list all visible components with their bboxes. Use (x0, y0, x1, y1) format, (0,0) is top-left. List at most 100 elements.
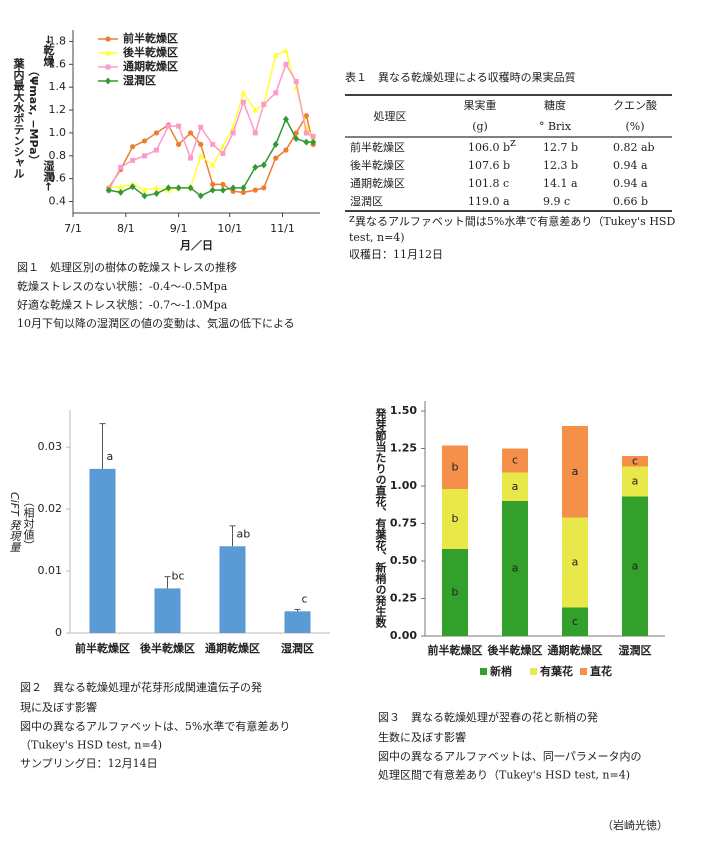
y-axis-label: （Ψmax, −MPa） (27, 65, 41, 166)
bar (219, 546, 246, 633)
y-tick-label: 0.75 (390, 517, 417, 530)
point (198, 124, 204, 130)
y-tick-label: 0.03 (38, 440, 63, 453)
point (272, 140, 279, 148)
bar-segment (562, 426, 588, 518)
point (303, 138, 310, 146)
annotation: b (452, 460, 459, 473)
table-header: 果実重 (464, 98, 497, 112)
y-tick-label: 0.02 (38, 502, 63, 515)
point (105, 64, 111, 70)
table-header: 処理区 (374, 110, 407, 123)
point (310, 133, 316, 139)
bar-segment (622, 466, 648, 497)
point (153, 147, 159, 153)
point (142, 153, 148, 159)
annotation: b (452, 512, 459, 525)
point (187, 130, 194, 136)
point (153, 130, 160, 136)
y-tick-label: 0.25 (390, 592, 417, 605)
point (153, 190, 160, 198)
table-cell: 通期乾燥区 (350, 177, 405, 190)
point (293, 135, 300, 143)
table-cell: 0.82 ab (613, 141, 655, 154)
point (230, 130, 236, 136)
y-axis-label: →乾燥 (42, 35, 55, 67)
table-cell: 後半乾燥区 (350, 158, 405, 172)
caption-note: サンプリング日：12月14日 (20, 756, 158, 770)
point (310, 138, 317, 146)
caption-note: （Tukey's HSD test, n=4) (20, 739, 162, 752)
annotation: a (572, 465, 579, 478)
point (188, 155, 194, 161)
table-cell: 12.3 b (543, 159, 578, 172)
annotation: ab (237, 527, 251, 540)
table-unit: (g) (472, 120, 488, 133)
point (303, 113, 309, 119)
bar-segment (562, 517, 588, 608)
table-cell: 0.94 a (613, 159, 648, 172)
table-note: 異なるアルファベット間は5%水準で有意差あり（Tukey's HSD (355, 214, 675, 228)
point (176, 141, 182, 147)
point (293, 78, 299, 84)
point (117, 183, 124, 190)
point (220, 151, 226, 157)
y-axis-label: CiFT 発現量 (8, 492, 22, 552)
caption-note: 乾燥ストレスのない状態：-0.4～-0.5Mpa (17, 279, 228, 293)
y-axis-label: （相対値） (22, 496, 35, 551)
table-cell: 14.1 a (543, 177, 578, 190)
annotation: a (512, 480, 519, 493)
table-cell: 湿潤区 (350, 195, 383, 208)
point (230, 184, 237, 192)
legend-label: 新梢 (490, 664, 512, 678)
point (210, 181, 216, 188)
bar-segment (442, 549, 468, 636)
x-tick-label: 湿潤区 (619, 643, 652, 657)
point (209, 161, 216, 168)
legend-label: 前半乾燥区 (123, 31, 178, 45)
x-tick-label: 9/1 (170, 222, 188, 235)
x-tick-label: 11/1 (270, 222, 295, 235)
point (130, 157, 136, 163)
x-tick-label: 前半乾燥区 (428, 643, 483, 657)
point (282, 115, 289, 123)
point (187, 184, 194, 192)
point (105, 77, 111, 85)
table-cell: 101.8 c (468, 177, 509, 190)
y-tick-label: 1.00 (390, 479, 417, 492)
point (252, 163, 259, 171)
author: （岩崎光徳） (602, 818, 668, 832)
point (240, 184, 247, 192)
x-axis-label: 月／日 (179, 239, 213, 252)
point (260, 161, 267, 169)
footnote-mark: z (510, 136, 516, 149)
table-cell: 106.0 b (468, 141, 510, 154)
bar-segment (502, 472, 528, 501)
table-unit: (%) (625, 120, 644, 133)
point (210, 141, 216, 147)
point (240, 189, 246, 196)
y-tick-label: 0.50 (390, 554, 417, 567)
table-title: 表１ 異なる乾燥処理による収穫時の果実品質 (345, 70, 576, 84)
caption-title: 図１ 処理区別の樹体の乾燥ストレスの推移 (17, 260, 237, 274)
table-header: クエン酸 (613, 98, 657, 112)
point (105, 50, 111, 56)
caption-note: 好適な乾燥ストレス状態：-0.7～-1.0Mpa (17, 298, 228, 312)
legend-label: 直花 (590, 664, 612, 678)
y-tick-label: 1.50 (390, 404, 417, 417)
point (175, 184, 182, 192)
table-note: 収穫日：11月12日 (349, 248, 443, 261)
table-note: test, n=4) (349, 231, 405, 244)
table-cell: 9.9 c (543, 195, 570, 208)
y-tick-label: 1.2 (49, 103, 67, 116)
table-cell: 前半乾燥区 (350, 140, 405, 154)
point (117, 188, 124, 196)
point (293, 130, 299, 136)
point (198, 141, 204, 147)
annotation: bc (172, 569, 185, 582)
point (176, 123, 182, 129)
table-cell: 12.7 b (543, 141, 578, 154)
point (105, 36, 111, 42)
point (118, 164, 124, 170)
